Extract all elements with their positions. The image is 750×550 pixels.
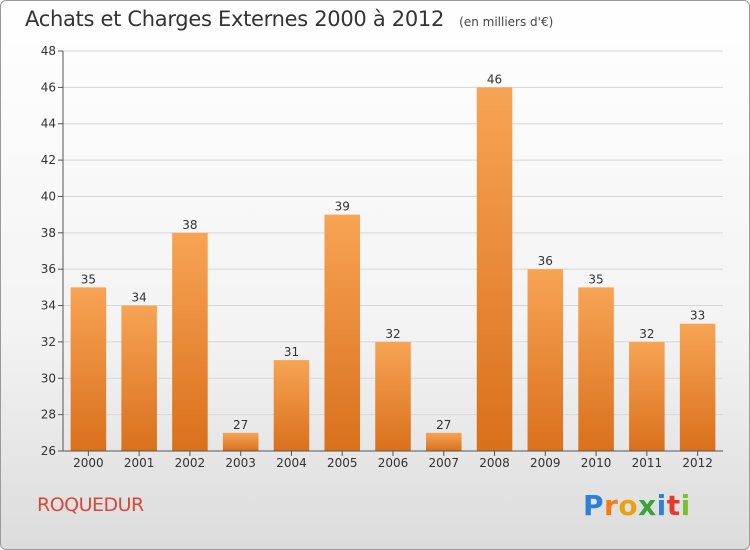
logo-letter: P [583,489,605,522]
bar-value-label: 46 [487,72,502,86]
x-tick-label: 2011 [632,456,663,470]
bar [222,432,259,451]
bar [426,432,462,451]
logo-letter: x [638,489,657,522]
bar-value-label: 35 [81,272,96,286]
x-tick-label: 2003 [225,456,256,470]
y-tick-label: 28 [41,408,56,422]
logo-letter: i [656,489,667,522]
bar [679,323,716,451]
bar [375,341,411,451]
bar [578,287,614,451]
chart-title: Achats et Charges Externes 2000 à 2012 [25,7,445,31]
bar [476,87,513,451]
bar [324,214,360,451]
proxiti-logo: Proxiti [583,489,691,522]
y-tick-label: 38 [41,226,56,240]
bar-value-label: 35 [588,272,603,286]
bar-value-label: 27 [233,418,248,432]
y-tick-label: 36 [41,262,56,276]
chart-unit: (en milliers d'€) [459,15,554,29]
x-tick-label: 2000 [73,456,104,470]
x-tick-label: 2001 [124,456,155,470]
bar-value-label: 38 [182,218,197,232]
bar-value-label: 27 [436,418,451,432]
bar-value-label: 39 [335,200,350,214]
x-tick-label: 2009 [530,456,561,470]
x-tick-label: 2010 [581,456,612,470]
x-tick-label: 2002 [175,456,206,470]
bar-value-label: 32 [639,327,654,341]
bars: 35 34 38 27 31 39 32 27 46 36 35 32 33 [70,72,716,451]
bar [629,341,665,451]
y-tick-label: 30 [41,371,56,385]
chart-title-block: Achats et Charges Externes 2000 à 2012 (… [25,7,553,31]
bar [273,360,310,451]
x-tick-label: 2008 [479,456,510,470]
y-tick-label: 32 [41,335,56,349]
bar [70,287,107,451]
bar-value-label: 33 [690,309,705,323]
logo-letter: i [680,489,691,522]
y-tick-label: 48 [41,44,56,58]
y-axis: 26 28 30 32 34 36 38 40 42 44 46 48 [41,44,64,458]
bar [172,232,208,451]
bar-value-label: 31 [284,345,299,359]
bar [527,269,564,451]
place-name: ROQUEDUR [37,494,144,516]
logo-letter: o [618,489,639,522]
x-tick-label: 2006 [378,456,409,470]
y-tick-label: 26 [41,444,56,458]
logo-letter: t [666,489,681,522]
y-tick-label: 42 [41,153,56,167]
y-tick-label: 44 [41,117,56,131]
x-tick-label: 2012 [682,456,713,470]
x-tick-label: 2004 [276,456,307,470]
bar-value-label: 32 [385,327,400,341]
bar [121,305,157,451]
bar-value-label: 36 [538,254,553,268]
x-axis: 2000 2001 2002 2003 2004 2005 2006 2007 2008 2009… [63,450,723,470]
y-tick-label: 46 [41,80,56,94]
logo-letter: r [604,489,619,522]
y-tick-label: 34 [41,299,56,313]
y-tick-label: 40 [41,189,56,203]
x-tick-label: 2005 [327,456,358,470]
bar-value-label: 34 [132,291,147,305]
x-tick-label: 2007 [428,456,459,470]
